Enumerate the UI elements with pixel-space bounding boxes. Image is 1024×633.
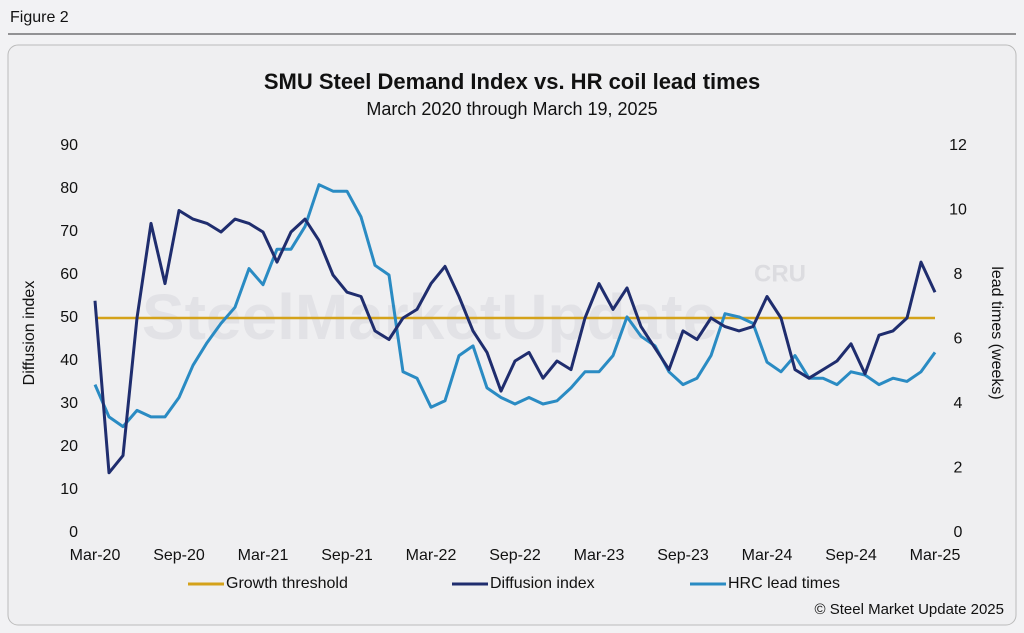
- chart-panel: [7, 44, 1017, 626]
- x-tick-label: Sep-21: [321, 547, 373, 564]
- legend-label: Diffusion index: [490, 575, 595, 592]
- y2-tick-label: 6: [954, 331, 963, 348]
- x-tick-label: Mar-22: [406, 547, 457, 564]
- y2-tick-label: 4: [954, 395, 963, 412]
- y-tick-label: 70: [60, 223, 78, 240]
- x-tick-label: Sep-22: [489, 547, 541, 564]
- series-line: [93, 209, 937, 475]
- x-tick-label: Mar-21: [238, 547, 289, 564]
- y-tick-label: 50: [60, 309, 78, 326]
- x-tick-label: Sep-23: [657, 547, 709, 564]
- source-note: © Steel Market Update 2025: [815, 601, 1005, 618]
- y-tick-label: 30: [60, 395, 78, 412]
- y-axis-label: Diffusion index: [21, 281, 38, 386]
- series-line: [93, 183, 937, 429]
- x-tick-label: Mar-23: [574, 547, 625, 564]
- x-tick-label: Mar-24: [742, 547, 793, 564]
- x-tick-label: Mar-25: [910, 547, 961, 564]
- y-tick-label: 20: [60, 438, 78, 455]
- x-tick-label: Sep-24: [825, 547, 877, 564]
- legend-label: Growth threshold: [226, 575, 348, 592]
- y2-tick-label: 0: [954, 524, 963, 541]
- y-tick-label: 60: [60, 266, 78, 283]
- watermark-logo: CRU: [754, 260, 806, 287]
- y-tick-label: 10: [60, 481, 78, 498]
- legend-label: HRC lead times: [728, 575, 840, 592]
- y2-tick-label: 8: [954, 266, 963, 283]
- y-tick-label: 0: [69, 524, 78, 541]
- y-tick-label: 80: [60, 180, 78, 197]
- y-tick-label: 90: [60, 137, 78, 154]
- y2-tick-label: 2: [954, 460, 963, 477]
- x-tick-label: Mar-20: [70, 547, 121, 564]
- y2-tick-label: 12: [949, 137, 967, 154]
- figure-label: Figure 2: [10, 9, 69, 26]
- y-tick-label: 40: [60, 352, 78, 369]
- chart-title: SMU Steel Demand Index vs. HR coil lead …: [264, 69, 760, 94]
- y2-axis-label: lead times (weeks): [988, 266, 1005, 399]
- y2-tick-label: 10: [949, 202, 967, 219]
- x-tick-label: Sep-20: [153, 547, 205, 564]
- chart-subtitle: March 2020 through March 19, 2025: [366, 99, 657, 119]
